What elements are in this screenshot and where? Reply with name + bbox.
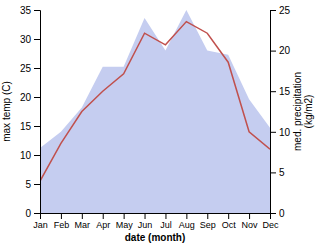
x-tick: Sep bbox=[200, 213, 216, 230]
x-tick-label: Jun bbox=[138, 220, 153, 230]
x-tick-mark bbox=[103, 213, 104, 219]
y-axis-title: max temp (C) bbox=[1, 81, 12, 142]
y-tick-mark bbox=[34, 213, 40, 214]
line bbox=[40, 22, 270, 182]
x-tick-label: Apr bbox=[96, 220, 110, 230]
y2-tick-label: 5 bbox=[279, 167, 285, 178]
x-tick-mark bbox=[186, 213, 187, 219]
x-tick: Nov bbox=[242, 213, 259, 230]
y-tick-label: 15 bbox=[20, 121, 32, 132]
y2-tick-label: 15 bbox=[279, 86, 291, 97]
y-axis: 0 5 10 15 20 25 30 35 bbox=[20, 5, 41, 219]
y-tick-label: 35 bbox=[20, 5, 32, 16]
plot-area: JanFebMarAprMayJunJulAugSepOctNovDec0510… bbox=[1, 5, 314, 243]
x-tick-label: May bbox=[116, 220, 134, 230]
y-tick: 5 bbox=[25, 179, 40, 190]
y2-axis-line bbox=[271, 11, 277, 214]
x-tick-mark bbox=[145, 213, 146, 219]
x-tick: Aug bbox=[179, 213, 195, 230]
y2-axis-title-line: med. precipitation bbox=[292, 72, 303, 151]
y-tick-mark bbox=[34, 155, 40, 156]
marks bbox=[40, 10, 270, 213]
y-tick: 0 bbox=[25, 208, 40, 219]
y-tick: 20 bbox=[20, 92, 40, 103]
y-tick: 15 bbox=[20, 121, 40, 132]
x-axis-title: date (month) bbox=[125, 232, 186, 243]
x-tick-mark bbox=[124, 213, 125, 219]
y2-axis-title-line: (kg/m2) bbox=[303, 95, 314, 129]
x-tick: Jun bbox=[138, 213, 153, 230]
x-tick-mark bbox=[61, 213, 62, 219]
y2-tick-mark bbox=[270, 132, 276, 133]
x-tick: Jan bbox=[33, 213, 48, 230]
y-tick-mark bbox=[34, 97, 40, 98]
y2-tick-mark bbox=[270, 51, 276, 52]
x-tick-label: Nov bbox=[242, 220, 259, 230]
y2-tick: 10 bbox=[270, 127, 291, 138]
y2-tick-mark bbox=[270, 91, 276, 92]
y-tick-label: 20 bbox=[20, 92, 32, 103]
y-tick: 10 bbox=[20, 150, 40, 161]
chart: JanFebMarAprMayJunJulAugSepOctNovDec0510… bbox=[0, 0, 318, 247]
x-tick-label: Oct bbox=[222, 220, 237, 230]
y-tick-label: 5 bbox=[25, 179, 31, 190]
y2-tick: 5 bbox=[270, 167, 285, 178]
y2-tick: 20 bbox=[270, 45, 291, 56]
y-tick-mark bbox=[34, 68, 40, 69]
y-tick: 25 bbox=[20, 63, 40, 74]
x-tick-mark bbox=[228, 213, 229, 219]
x-tick: Feb bbox=[54, 213, 70, 230]
y2-tick-label: 20 bbox=[279, 45, 291, 56]
y-tick-mark bbox=[34, 39, 40, 40]
y2-tick-label: 0 bbox=[279, 208, 285, 219]
y2-tick-mark bbox=[270, 10, 276, 11]
y2-axis-title: med. precipitation(kg/m2) bbox=[292, 72, 314, 151]
x-tick: May bbox=[116, 213, 134, 230]
x-tick: Oct bbox=[222, 213, 237, 230]
x-tick: Jul bbox=[160, 213, 172, 230]
y-tick-mark bbox=[34, 10, 40, 11]
x-axis-line bbox=[41, 214, 271, 220]
x-axis: Jan Feb Mar Apr May Jun Jul Aug Sep Oct NovDec bbox=[33, 213, 279, 230]
y-tick-label: 25 bbox=[20, 63, 32, 74]
y-tick-label: 10 bbox=[20, 150, 32, 161]
y2-tick-mark bbox=[270, 172, 276, 173]
y2-tick-label: 25 bbox=[279, 5, 291, 16]
y2-axis: 0 5 10 15 20 25 bbox=[270, 5, 291, 219]
x-tick-label: Sep bbox=[200, 220, 216, 230]
y-axis-line bbox=[34, 11, 41, 214]
y-tick: 30 bbox=[20, 34, 40, 45]
x-tick: Apr bbox=[96, 213, 110, 230]
x-tick-mark bbox=[249, 213, 250, 219]
y-tick: 35 bbox=[20, 5, 40, 16]
y-tick-label: 30 bbox=[20, 34, 32, 45]
x-tick-label: Feb bbox=[54, 220, 70, 230]
y-tick-mark bbox=[34, 184, 40, 185]
x-tick-mark bbox=[207, 213, 208, 219]
x-tick-label: Mar bbox=[75, 220, 91, 230]
y2-tick: 0 bbox=[270, 208, 285, 219]
y-tick-label: 0 bbox=[25, 208, 31, 219]
y-tick-mark bbox=[34, 126, 40, 127]
y2-tick-mark bbox=[270, 213, 276, 214]
x-tick: Mar bbox=[75, 213, 91, 230]
x-tick-label: Dec bbox=[262, 220, 279, 230]
x-tick-label: Jan bbox=[33, 220, 48, 230]
x-tick-mark bbox=[165, 213, 166, 219]
y2-tick-label: 10 bbox=[279, 127, 291, 138]
x-tick: Dec bbox=[262, 213, 279, 230]
area bbox=[40, 10, 270, 213]
x-tick-mark bbox=[82, 213, 83, 219]
y2-tick: 25 bbox=[270, 5, 291, 16]
x-tick-label: Jul bbox=[160, 220, 172, 230]
y2-tick: 15 bbox=[270, 86, 291, 97]
x-tick-label: Aug bbox=[179, 220, 195, 230]
